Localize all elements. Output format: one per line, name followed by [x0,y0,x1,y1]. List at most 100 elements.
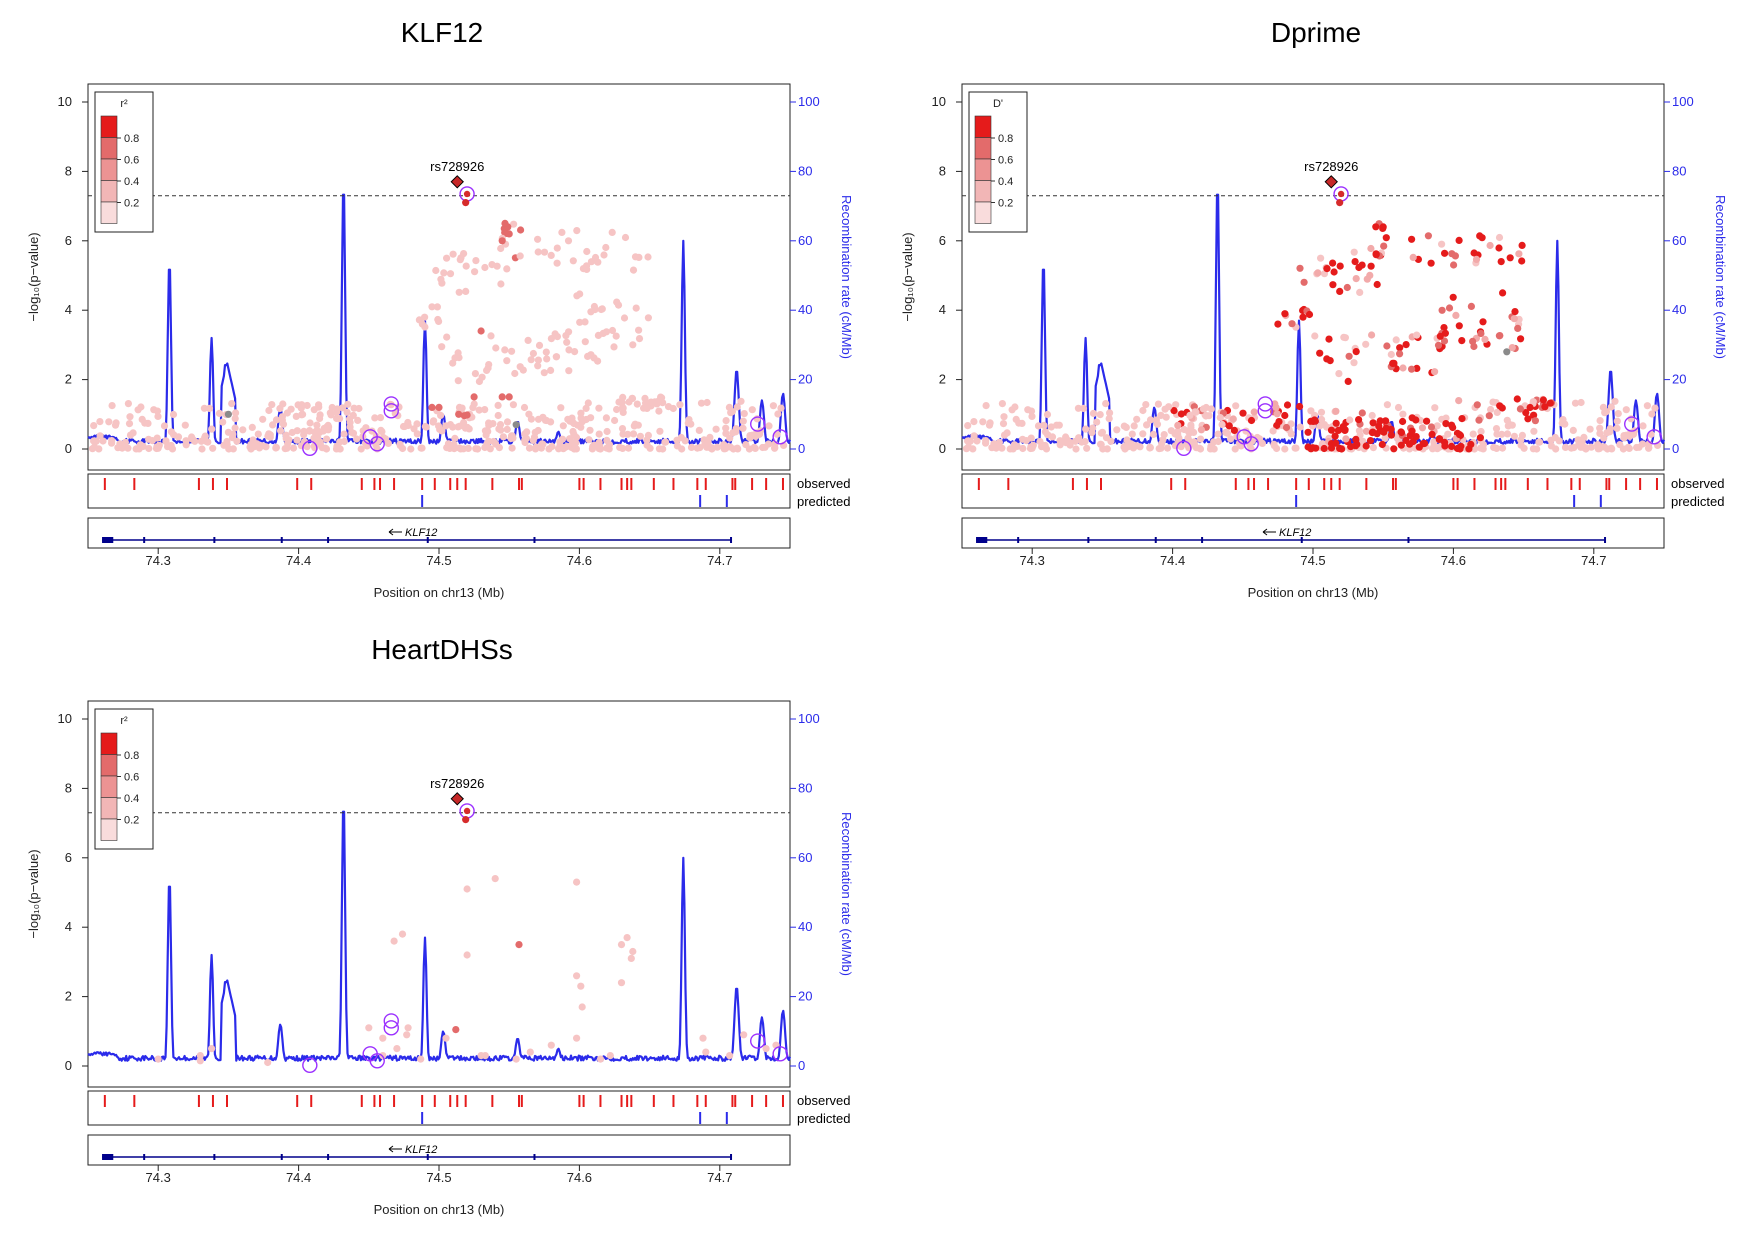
snp-point [526,1048,534,1056]
snp-point [697,399,706,407]
snp-point [1607,403,1615,411]
snp-point [534,356,543,364]
snp-point [446,421,454,429]
snp-point [1123,436,1131,444]
snp-point [726,1052,734,1060]
snp-point [640,404,648,412]
snp-point [1479,318,1487,326]
legend-tick-label: 0.4 [124,793,139,805]
snp-point [1622,406,1630,414]
snp-point [456,256,464,264]
snp-point [283,444,291,452]
snp-point [1445,304,1454,312]
snp-point [1412,433,1420,441]
snp-point [1329,259,1337,267]
snp-point [673,442,682,450]
snp-point [722,417,730,425]
annotated-snp-circle [383,396,399,412]
snp-point [733,403,741,411]
snp-point [540,369,548,377]
y2-tick-label: 60 [798,233,812,248]
snp-point [239,426,247,434]
snp-point [576,318,584,326]
snp-point [511,369,519,378]
snp-point [1373,280,1381,289]
snp-point [484,427,492,435]
snp-point [1142,401,1150,409]
snp-point [1399,410,1407,418]
legend-tick-label: 0.4 [998,176,1013,188]
snp-point [737,397,745,405]
snp-point [1418,424,1427,432]
snp-point [1335,370,1343,378]
y2-tick-label: 100 [798,711,820,726]
x-tick-label: 74.3 [146,553,171,568]
snp-point [1363,275,1371,283]
snp-point [135,445,143,453]
snp-point [1629,430,1638,438]
snp-point [488,261,496,269]
snp-point [629,430,638,438]
snp-point [647,398,655,406]
y2-tick-label: 80 [798,163,812,178]
snp-point [344,400,352,408]
snp-point [474,445,482,453]
snp-point [503,357,511,365]
snp-point [1352,435,1360,443]
snp-point [746,432,754,440]
y-tick-label: 6 [65,233,72,248]
snp-point [1160,431,1168,439]
snp-point [1154,400,1162,408]
snp-point [315,403,323,411]
snp-point [587,308,595,316]
snp-point [1449,423,1457,432]
snp-point [524,336,532,344]
snp-point [1427,259,1435,267]
snp-point [1465,445,1473,453]
snp-point [200,404,208,412]
snp-point [326,409,334,417]
y2-tick-label: 40 [798,302,812,317]
snp-point [470,393,478,401]
snp-point [1451,252,1459,260]
snp-point [1191,408,1199,416]
snp-point [196,1052,204,1060]
snp-point [1311,417,1319,425]
snp-point [1555,437,1563,445]
snp-point [762,1045,770,1053]
snp-point [1524,415,1532,423]
snp-point [442,1034,450,1042]
snp-point [1351,258,1359,266]
snp-point [1197,435,1205,443]
snp-point [551,330,559,338]
y2-tick-label: 80 [1672,163,1686,178]
y2-axis-label: Recombination rate (cM/Mb) [839,812,854,976]
snp-point [1281,445,1289,453]
x-tick-label: 74.4 [286,1170,311,1185]
snp-point [160,422,169,430]
snp-point [229,430,237,438]
snp-point [1222,428,1230,437]
snp-point [1269,427,1277,435]
lead-snp-label: rs728926 [430,776,484,791]
snp-point [1102,434,1111,442]
snp-point [643,436,651,444]
snp-point [1458,415,1466,423]
legend-tick-label: 0.2 [124,198,139,210]
snp-point [1288,320,1296,328]
snp-point [455,410,463,418]
snp-point [379,1034,387,1042]
snp-point [1105,415,1113,423]
snp-point [644,253,652,261]
snp-point [1408,414,1416,422]
snp-point [1250,408,1258,416]
legend-tick-label: 0.8 [124,133,139,145]
snp-point [1273,410,1281,418]
snp-point [1441,442,1449,450]
snp-point [201,432,209,440]
snp-point [1489,398,1497,406]
snp-point [1205,412,1213,420]
snp-point [1027,407,1036,415]
legend-swatch [100,732,118,755]
snp-point [742,441,750,449]
